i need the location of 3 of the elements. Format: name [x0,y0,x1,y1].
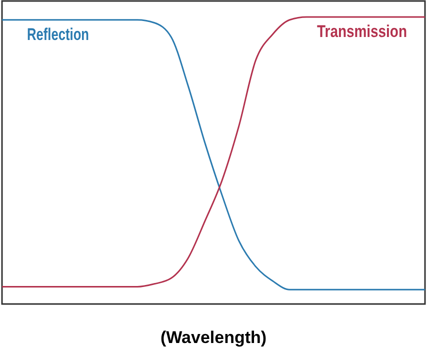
series-label: Transmission [317,22,427,41]
x-axis-title: (Wavelength) [160,328,267,347]
series-label: Reflection [27,24,110,44]
